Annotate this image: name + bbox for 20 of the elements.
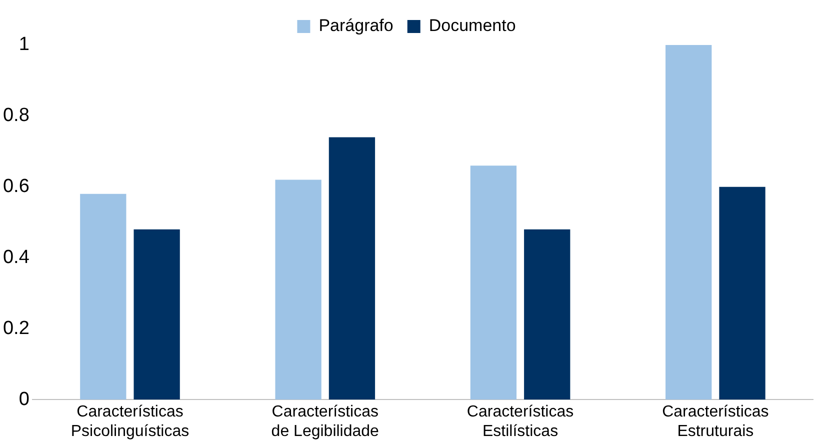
legend-label: Parágrafo (318, 16, 394, 36)
bar (275, 180, 322, 400)
y-tick-label: 0.6 (2, 176, 30, 198)
y-tick-label: 0.2 (2, 318, 30, 339)
y-tick-label: 0 (18, 388, 30, 410)
x-tick-label: Características de Legibilidade (271, 404, 380, 440)
bar (80, 194, 126, 400)
y-tick-label: 0.4 (2, 246, 30, 268)
x-tick-label: Características Psicolinguísticas (70, 404, 190, 440)
legend-label: Documento (428, 16, 516, 36)
x-tick-label: Características Estruturais (662, 404, 769, 440)
bar (524, 229, 570, 400)
bar (328, 137, 376, 400)
bar (666, 45, 712, 400)
y-tick-label: 1 (18, 34, 30, 56)
bar (134, 229, 180, 400)
bar (470, 166, 517, 400)
bar (719, 186, 766, 400)
y-tick-label: 0.8 (2, 105, 30, 126)
x-tick-label: Características Estilísticas (466, 404, 574, 440)
